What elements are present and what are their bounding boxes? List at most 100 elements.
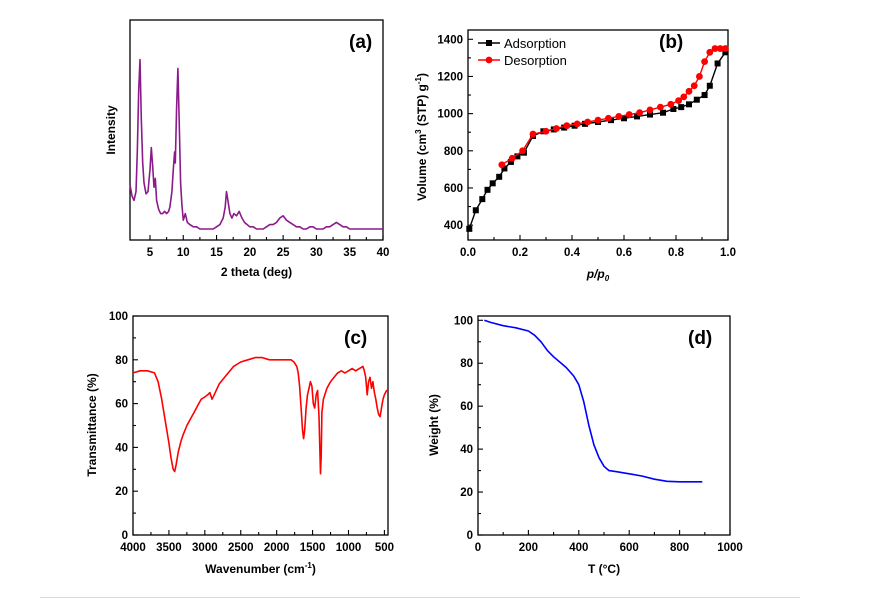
- x-axis-title-main: Wavenumber (cm: [205, 562, 305, 576]
- x-tick-label: 5: [147, 247, 154, 259]
- series-line: [129, 58, 383, 230]
- data-point-desorption: [542, 127, 550, 135]
- data-point-desorption: [563, 122, 571, 130]
- x-axis-title: 2 theta (deg): [221, 265, 292, 279]
- y-tick-label: 600: [444, 183, 463, 195]
- data-point-desorption: [625, 111, 633, 118]
- panel-label: (a): [349, 32, 372, 53]
- x-axis-title: p/p0: [586, 267, 610, 283]
- data-point-desorption: [646, 106, 654, 114]
- x-tick-label: 0.6: [616, 247, 632, 259]
- y-axis-title: Intensity: [104, 105, 118, 155]
- data-point-desorption: [675, 97, 682, 105]
- y-tick-label: 80: [115, 355, 128, 367]
- y-tick-label: 0: [467, 530, 473, 542]
- x-axis-title-end: ): [312, 562, 316, 576]
- data-point-desorption: [529, 130, 537, 138]
- y-axis-title: Weight (%): [427, 394, 441, 456]
- x-axis-title-main: p/p: [586, 267, 605, 281]
- x-axis-title-sub: 0: [605, 274, 610, 283]
- data-point-adsorption: [660, 109, 666, 116]
- y-title-part: (STP) g: [415, 84, 429, 129]
- data-point-desorption: [553, 125, 560, 132]
- data-point-desorption: [685, 87, 693, 95]
- data-point-adsorption: [472, 207, 479, 214]
- y-title-part: Volume (cm: [415, 134, 429, 201]
- x-tick-label: 1000: [717, 542, 743, 554]
- y-tick-label: 100: [454, 315, 473, 327]
- data-point-adsorption: [634, 113, 640, 120]
- x-tick-label: 10: [177, 247, 190, 259]
- y-tick-label: 0: [122, 530, 128, 542]
- x-tick-label: 0.4: [564, 247, 581, 259]
- y-title-sup: -1: [414, 76, 423, 84]
- data-point-adsorption: [647, 111, 653, 118]
- data-point-desorption: [519, 147, 526, 155]
- x-tick-label: 20: [243, 247, 256, 259]
- panel-c: 4000 3500 3000 2500 2000 1500 1000 500 0 20 40 60 80…: [85, 311, 394, 576]
- data-point-adsorption: [501, 165, 508, 172]
- data-point-adsorption: [706, 82, 713, 89]
- data-point-desorption: [573, 120, 581, 128]
- series-line: [132, 356, 388, 475]
- y-tick-label: 800: [444, 146, 463, 158]
- data-point-desorption: [711, 45, 719, 52]
- y-tick-label: 60: [460, 401, 473, 413]
- x-tick-label: 0.2: [512, 247, 528, 259]
- x-tick-label: 0: [475, 542, 481, 554]
- plot-frame-a: [129, 19, 384, 241]
- data-point-adsorption: [678, 104, 685, 111]
- data-point-adsorption: [489, 180, 496, 187]
- x-tick-label: 1.0: [720, 247, 736, 259]
- data-point-adsorption: [686, 101, 692, 108]
- x-tick-label: 1000: [336, 542, 362, 554]
- data-point-desorption: [605, 114, 612, 122]
- series-line-adsorption: [468, 51, 726, 230]
- x-tick-label: 2000: [264, 542, 290, 554]
- y-tick-label: 1200: [437, 71, 463, 83]
- x-tick-label: 600: [620, 542, 639, 554]
- y-tick-label: 20: [115, 486, 128, 498]
- y-tick-label: 80: [460, 358, 473, 370]
- data-point-desorption: [716, 45, 724, 52]
- data-point-adsorption: [722, 49, 729, 56]
- x-tick-label: 1500: [300, 542, 326, 554]
- y-title-part: ): [415, 73, 429, 77]
- x-axis-title: T (°C): [588, 562, 620, 576]
- y-tick-label: 1000: [437, 109, 463, 121]
- x-axis-title-sup: -1: [305, 561, 313, 570]
- x-tick-label: 30: [310, 247, 323, 259]
- data-point-desorption: [690, 82, 698, 90]
- data-point-desorption: [706, 48, 714, 56]
- y-tick-label: 60: [115, 399, 128, 411]
- y-axis-title: Volume (cm3 (STP) g-1): [414, 73, 429, 201]
- data-point-adsorption: [496, 173, 503, 180]
- series-line: [484, 319, 703, 483]
- x-tick-label: 500: [375, 542, 394, 554]
- data-point-desorption: [636, 109, 643, 117]
- y-tick-label: 100: [109, 311, 128, 323]
- y-tick-label: 400: [444, 220, 463, 232]
- data-point-desorption: [667, 100, 675, 108]
- data-point-adsorption: [484, 186, 491, 193]
- x-tick-label: 15: [210, 247, 223, 259]
- data-point-desorption: [680, 93, 688, 101]
- x-tick-label: 25: [277, 247, 290, 259]
- panel-b: 0.0 0.2 0.4 0.6 0.8 1.0 400 600 800 1000 1200 1400 (…: [414, 29, 736, 283]
- x-tick-label: 0.8: [668, 247, 685, 259]
- panel-a: 5 10 15 20 25 30 35 40 (a) 2 theta (deg) Intensity: [104, 19, 389, 279]
- x-tick-label: 400: [569, 542, 588, 554]
- x-tick-label: 2500: [228, 542, 254, 554]
- x-tick-label: 4000: [120, 542, 146, 554]
- x-tick-label: 3000: [192, 542, 218, 554]
- data-point-desorption: [594, 116, 602, 124]
- x-tick-label: 35: [343, 247, 356, 259]
- x-tick-label: 800: [670, 542, 689, 554]
- y-tick-label: 40: [460, 444, 473, 456]
- data-point-desorption: [615, 113, 623, 120]
- x-axis-title: Wavenumber (cm-1): [205, 561, 316, 576]
- legend-label: Adsorption: [504, 36, 566, 51]
- x-tick-label: 200: [519, 542, 538, 554]
